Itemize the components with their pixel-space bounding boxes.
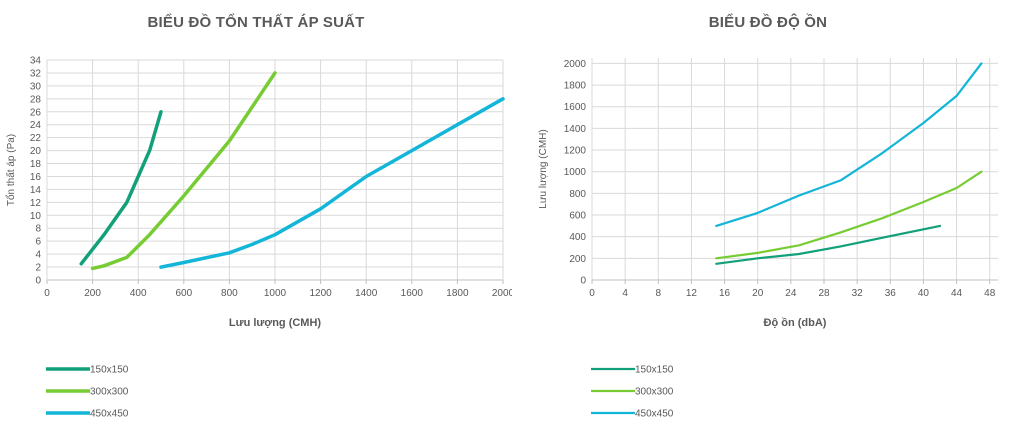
y-tick-label: 16 xyxy=(30,172,42,183)
y-tick-label: 2000 xyxy=(564,59,587,70)
y-tick-label: 14 xyxy=(30,185,42,196)
pressure-loss-chart: BIỂU ĐỒ TỔN THẤT ÁP SUẤT 0 2 4 6 8 10 12 14 16 18… xyxy=(5,14,512,420)
x-tick-label: 24 xyxy=(785,288,797,299)
y-tick-label: 20 xyxy=(30,146,42,157)
x-tick-label: 0 xyxy=(589,288,595,299)
y-tick-label: 400 xyxy=(569,232,586,243)
chart-title: BIỂU ĐỒ TỔN THẤT ÁP SUẤT xyxy=(147,14,365,31)
y-tick-label: 2 xyxy=(35,263,41,274)
y-tick-label: 1400 xyxy=(564,124,587,135)
x-axis-title: Lưu lượng (CMH) xyxy=(229,317,322,329)
y-tick-label: 1600 xyxy=(564,102,587,113)
y-tick-label: 0 xyxy=(580,276,586,287)
x-tick-label: 32 xyxy=(852,288,864,299)
y-tick-label: 30 xyxy=(30,81,42,92)
legend-label: 300x300 xyxy=(635,387,674,398)
chart-title: BIỂU ĐỒ ĐỘ ỒN xyxy=(708,14,828,31)
x-tick-label: 8 xyxy=(656,288,662,299)
y-tick-label: 1800 xyxy=(564,81,587,92)
x-tick-label: 40 xyxy=(918,288,930,299)
x-tick-label: 4 xyxy=(622,288,628,299)
x-tick-label: 200 xyxy=(84,288,101,299)
x-tick-label: 44 xyxy=(951,288,963,299)
series-line-300x300 xyxy=(90,71,277,271)
x-axis-title: Độ ồn (dbA) xyxy=(764,317,827,329)
x-tick-label: 1400 xyxy=(355,288,378,299)
x-tick-label: 2000 xyxy=(492,288,512,299)
x-tick-label: 400 xyxy=(130,288,147,299)
x-tick-label: 20 xyxy=(752,288,764,299)
y-tick-label: 22 xyxy=(30,133,42,144)
x-tick-label: 0 xyxy=(44,288,50,299)
series-line-300x300 xyxy=(715,170,983,260)
y-tick-label: 28 xyxy=(30,94,42,105)
y-tick-label: 24 xyxy=(30,120,42,131)
y-tick-label: 34 xyxy=(30,56,42,67)
y-tick-label: 1200 xyxy=(564,146,587,157)
legend-label: 150x150 xyxy=(90,365,129,376)
y-tick-label: 6 xyxy=(35,237,41,248)
x-tick-label: 16 xyxy=(719,288,731,299)
x-tick-label: 28 xyxy=(818,288,830,299)
y-axis-title: Lưu lượng (CMH) xyxy=(538,129,549,208)
legend-label: 450x450 xyxy=(90,409,129,420)
x-tick-label: 36 xyxy=(885,288,897,299)
x-tick-label: 12 xyxy=(686,288,698,299)
y-tick-label: 200 xyxy=(569,254,586,265)
x-tick-label: 800 xyxy=(221,288,238,299)
y-tick-label: 18 xyxy=(30,159,42,170)
y-tick-label: 0 xyxy=(35,276,41,287)
x-tick-label: 1200 xyxy=(309,288,332,299)
series-line-150x150 xyxy=(715,224,942,265)
y-tick-label: 10 xyxy=(30,211,42,222)
x-tick-label: 1800 xyxy=(446,288,469,299)
x-tick-label: 48 xyxy=(984,288,996,299)
series-line-150x150 xyxy=(79,110,163,266)
series-line-450x450 xyxy=(715,62,983,227)
noise-chart: BIỂU ĐỒ ĐỘ ỒN 0 200 400 600 800 1000 1200 1400 1… xyxy=(512,0,1024,441)
y-tick-label: 1000 xyxy=(564,167,587,178)
x-tick-label: 600 xyxy=(175,288,192,299)
legend-label: 300x300 xyxy=(90,387,129,398)
y-tick-label: 12 xyxy=(30,198,42,209)
y-tick-label: 8 xyxy=(35,224,41,235)
y-axis-title: Tổn thất áp (Pa) xyxy=(5,134,17,206)
y-tick-label: 32 xyxy=(30,68,42,79)
y-tick-label: 26 xyxy=(30,107,42,118)
y-tick-label: 4 xyxy=(35,250,41,261)
x-tick-label: 1000 xyxy=(264,288,287,299)
series-line-450x450 xyxy=(159,97,505,269)
x-tick-label: 1600 xyxy=(401,288,424,299)
y-tick-label: 600 xyxy=(569,211,586,222)
y-tick-label: 800 xyxy=(569,189,586,200)
legend-label: 150x150 xyxy=(635,365,674,376)
legend-label: 450x450 xyxy=(635,409,674,420)
